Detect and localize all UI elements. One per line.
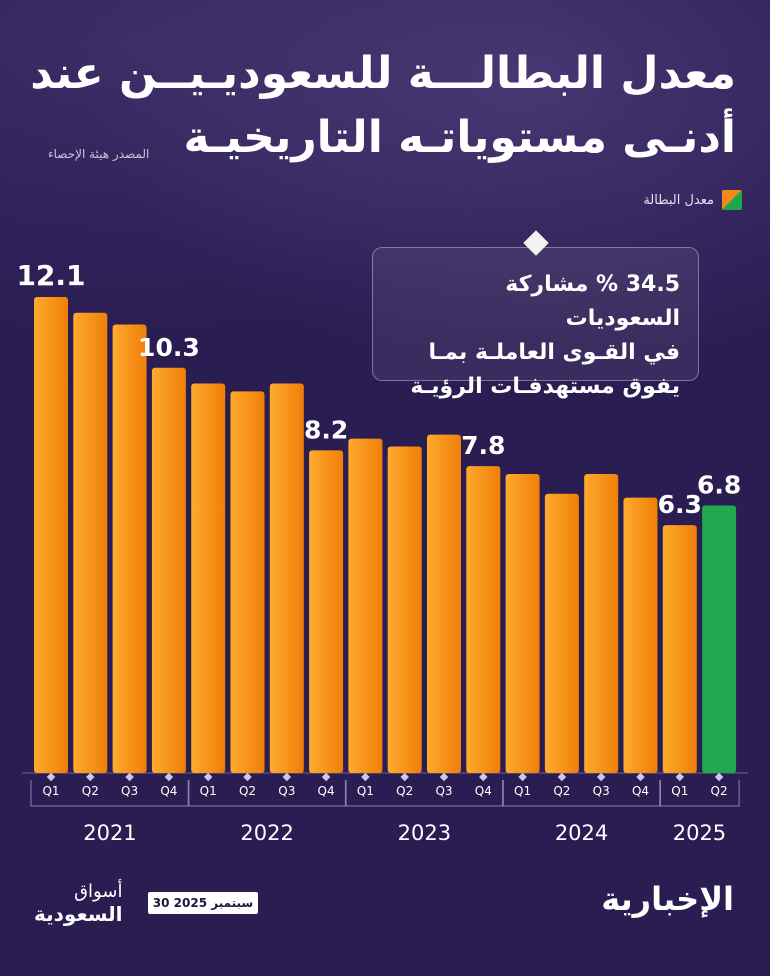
bar (151, 367, 186, 773)
bar (387, 446, 422, 773)
year-label: 2022 (240, 821, 293, 845)
publisher-line-2: السعودية (34, 902, 123, 926)
callout-line-2: في القـوى العاملـة بمـا (428, 340, 681, 365)
year-label: 2024 (555, 821, 608, 845)
quarter-tick-label: Q2 (711, 784, 728, 798)
quarter-tick-label: Q1 (671, 784, 688, 798)
legend: معدل البطالة (643, 190, 742, 210)
publish-date: 30 سبتمبر 2025 (148, 892, 258, 914)
year-label: 2021 (83, 821, 136, 845)
year-bracket (659, 780, 740, 807)
data-label: 6.3 (658, 490, 702, 519)
bar (427, 434, 461, 773)
data-label: 7.8 (461, 431, 505, 460)
tick-mark (636, 772, 645, 782)
quarter-tick-label: Q2 (239, 784, 256, 798)
tick-mark (86, 772, 95, 782)
callout-line-1: 34.5 % مشاركة السعوديات (505, 272, 680, 331)
quarter-tick-label: Q2 (396, 784, 413, 798)
bar (309, 450, 344, 773)
bar (73, 312, 108, 773)
quarter-tick-label: Q1 (200, 784, 217, 798)
data-label: 10.3 (138, 333, 200, 362)
tick-mark (557, 772, 567, 782)
legend-label: معدل البطالة (643, 192, 714, 208)
tick-mark (321, 772, 331, 782)
year-bracket (502, 780, 661, 807)
tick-mark (46, 772, 56, 782)
tick-mark (518, 772, 527, 782)
tick-mark (400, 772, 409, 782)
bar (584, 474, 619, 773)
bar (662, 525, 697, 773)
tick-mark (125, 772, 134, 782)
tick-mark (596, 772, 606, 782)
data-label: 6.8 (697, 470, 741, 499)
quarter-tick-label: Q1 (357, 784, 374, 798)
quarter-tick-label: Q4 (318, 784, 335, 798)
brand-logo: الإخبارية (601, 880, 734, 918)
bar (191, 383, 226, 773)
bar (34, 297, 68, 773)
quarter-tick-label: Q1 (514, 784, 531, 798)
bar (623, 497, 658, 773)
callout-line-3: يفوق مستهدفـات الرؤيـة (410, 374, 680, 399)
quarter-tick-label: Q1 (42, 784, 59, 798)
callout-text: 34.5 % مشاركة السعوديات في القـوى العامل… (390, 268, 680, 404)
quarter-tick-label: Q3 (435, 784, 452, 798)
bar-chart: 12.1 Q1 Q2 Q3 10.3 Q4 Q1 Q2 Q3 8.2 Q4 Q1 Q2 Q3 7.8 Q4 Q1… (16, 259, 748, 845)
tick-mark (675, 772, 685, 782)
quarter-tick-label: Q3 (278, 784, 295, 798)
year-label: 2025 (673, 821, 726, 845)
year-bracket (30, 780, 190, 807)
tick-mark (164, 772, 174, 782)
tick-mark (439, 772, 449, 782)
publisher-line-1: أسواق (74, 881, 123, 902)
page-title: معدل البطالـــة للسعوديـيــن عند أدنـى م… (16, 42, 736, 170)
year-bracket (344, 780, 504, 807)
data-label: 8.2 (304, 415, 348, 444)
quarter-tick-label: Q2 (553, 784, 570, 798)
quarter-tick-label: Q4 (632, 784, 649, 798)
bar (544, 493, 579, 773)
quarter-tick-label: Q4 (475, 784, 492, 798)
quarter-tick-label: Q3 (121, 784, 138, 798)
bar (505, 474, 540, 773)
tick-mark (361, 772, 370, 782)
bar (466, 466, 501, 773)
year-label: 2023 (398, 821, 451, 845)
tick-mark (243, 772, 252, 782)
bar-highlight (702, 505, 737, 773)
tick-mark (203, 772, 213, 782)
tick-mark (282, 772, 292, 782)
bar (230, 391, 265, 773)
data-label: 12.1 (16, 259, 85, 292)
title-line-1: معدل البطالـــة للسعوديـيــن عند (30, 48, 736, 99)
bar (269, 383, 304, 773)
bar (348, 438, 383, 773)
quarter-tick-label: Q3 (593, 784, 610, 798)
source-note: المصدر هيئة الإحصاء (48, 147, 150, 161)
publisher-logo: أسواق السعودية (34, 880, 122, 926)
year-bracket (187, 780, 347, 807)
title-line-2: أدنـى مستوياتـه التاريخيـة (183, 112, 736, 163)
legend-swatch-icon (722, 190, 742, 210)
tick-mark (479, 772, 488, 782)
bar (112, 324, 147, 773)
tick-mark (714, 772, 724, 782)
quarter-tick-label: Q2 (82, 784, 99, 798)
quarter-tick-label: Q4 (160, 784, 177, 798)
callout-box: 34.5 % مشاركة السعوديات في القـوى العامل… (372, 247, 699, 399)
